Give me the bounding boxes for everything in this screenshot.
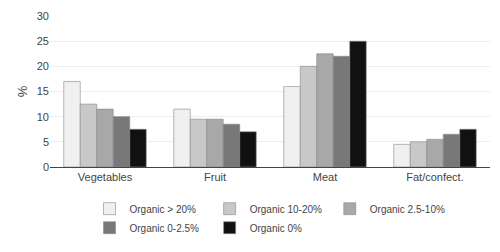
svg-text:Meat: Meat bbox=[313, 171, 337, 183]
svg-text:30: 30 bbox=[37, 10, 49, 22]
svg-text:Organic > 20%: Organic > 20% bbox=[130, 204, 197, 215]
svg-text:20: 20 bbox=[37, 60, 49, 72]
svg-text:Vegetables: Vegetables bbox=[78, 171, 133, 183]
svg-text:Organic 0-2.5%: Organic 0-2.5% bbox=[130, 223, 200, 234]
svg-text:Fat/confect.: Fat/confect. bbox=[406, 171, 463, 183]
svg-text:15: 15 bbox=[37, 85, 49, 97]
svg-text:Fruit: Fruit bbox=[204, 171, 226, 183]
svg-text:Organic 10-20%: Organic 10-20% bbox=[250, 204, 322, 215]
svg-text:Organic 0%: Organic 0% bbox=[250, 223, 302, 234]
svg-text:%: % bbox=[15, 85, 30, 97]
svg-text:0: 0 bbox=[43, 161, 49, 173]
svg-text:25: 25 bbox=[37, 35, 49, 47]
svg-text:Organic 2.5-10%: Organic 2.5-10% bbox=[370, 204, 445, 215]
svg-text:5: 5 bbox=[43, 136, 49, 148]
svg-text:10: 10 bbox=[37, 111, 49, 123]
